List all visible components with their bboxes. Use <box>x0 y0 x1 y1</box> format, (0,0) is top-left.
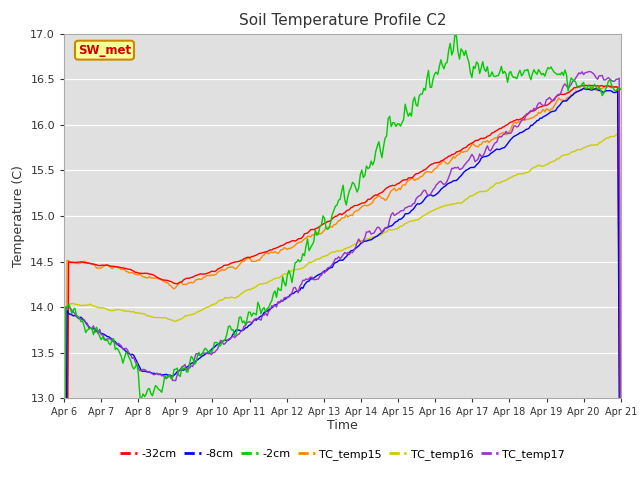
TC_temp16 <box>254 282 262 288</box>
-8cm <box>588 87 595 93</box>
TC_temp17 <box>254 316 262 322</box>
Line: -8cm: -8cm <box>64 88 621 480</box>
TC_temp16 <box>129 309 136 315</box>
TC_temp15 <box>254 257 262 263</box>
-8cm <box>303 278 311 284</box>
-8cm <box>580 85 588 91</box>
TC_temp17 <box>303 277 311 283</box>
Text: SW_met: SW_met <box>78 44 131 57</box>
TC_temp16 <box>586 143 594 149</box>
TC_temp16 <box>244 287 252 292</box>
Line: TC_temp17: TC_temp17 <box>64 72 621 480</box>
-32cm <box>254 252 262 257</box>
Line: -32cm: -32cm <box>64 85 621 480</box>
-8cm <box>226 336 234 342</box>
-2cm <box>451 32 459 38</box>
Title: Soil Temperature Profile C2: Soil Temperature Profile C2 <box>239 13 446 28</box>
TC_temp17 <box>226 336 234 341</box>
-2cm <box>254 300 262 305</box>
TC_temp15 <box>303 234 311 240</box>
-8cm <box>244 323 252 329</box>
TC_temp15 <box>244 255 252 261</box>
TC_temp16 <box>614 131 621 136</box>
X-axis label: Time: Time <box>327 419 358 432</box>
-8cm <box>254 316 262 322</box>
Line: TC_temp16: TC_temp16 <box>64 133 621 480</box>
TC_temp17 <box>129 356 136 361</box>
TC_temp15 <box>129 270 136 276</box>
-2cm <box>588 87 595 93</box>
-32cm <box>588 83 595 89</box>
-2cm <box>303 236 311 242</box>
Line: -2cm: -2cm <box>64 35 621 480</box>
TC_temp15 <box>586 86 594 92</box>
Line: TC_temp15: TC_temp15 <box>64 86 621 480</box>
-32cm <box>129 267 136 273</box>
-32cm <box>244 254 252 260</box>
Y-axis label: Temperature (C): Temperature (C) <box>12 165 25 267</box>
TC_temp15 <box>602 83 609 89</box>
-2cm <box>129 363 136 369</box>
TC_temp17 <box>586 69 594 74</box>
TC_temp15 <box>226 264 234 270</box>
TC_temp16 <box>303 261 311 267</box>
TC_temp16 <box>226 295 234 300</box>
-32cm <box>586 83 594 88</box>
-32cm <box>226 261 234 266</box>
TC_temp17 <box>244 319 252 325</box>
TC_temp17 <box>588 69 595 75</box>
-32cm <box>303 230 311 236</box>
-2cm <box>244 309 252 315</box>
-8cm <box>129 351 136 357</box>
-2cm <box>226 323 234 329</box>
Legend: -32cm, -8cm, -2cm, TC_temp15, TC_temp16, TC_temp17: -32cm, -8cm, -2cm, TC_temp15, TC_temp16,… <box>115 444 570 464</box>
-2cm <box>617 86 625 92</box>
TC_temp15 <box>617 460 625 466</box>
